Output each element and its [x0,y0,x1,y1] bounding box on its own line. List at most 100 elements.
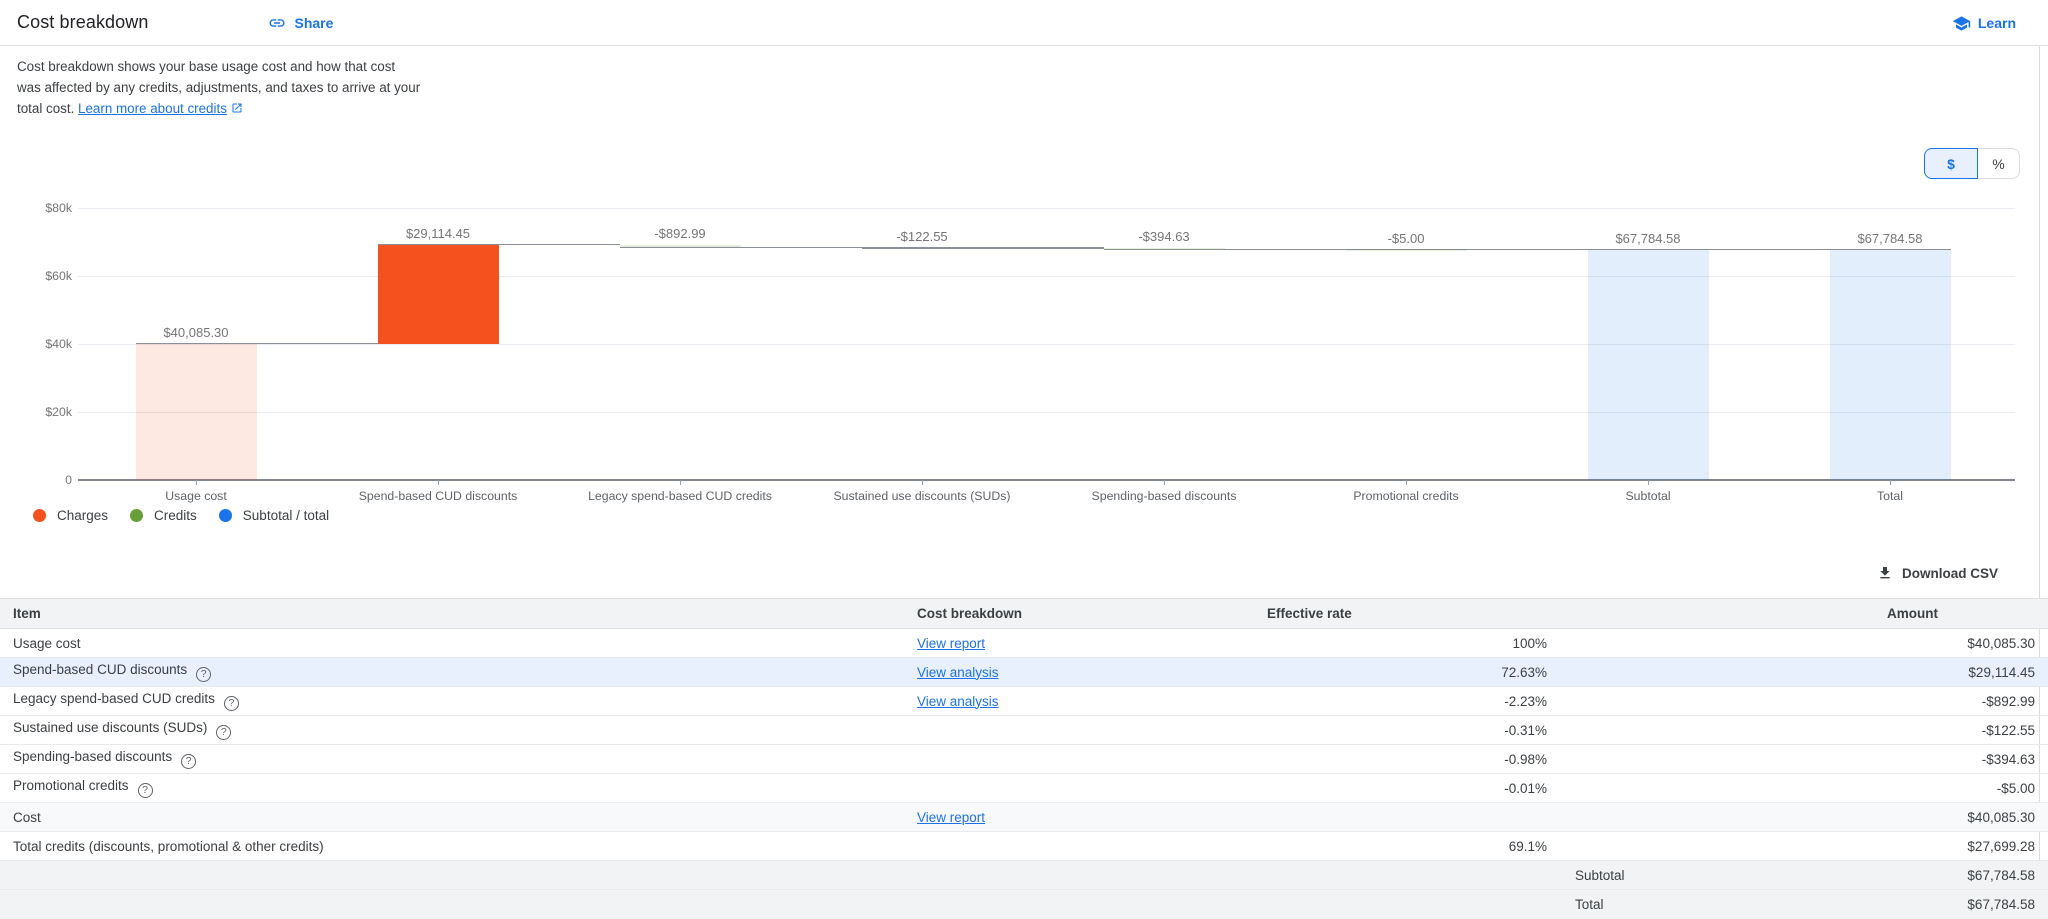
legend-label: Subtotal / total [242,508,330,523]
item-label: Legacy spend-based CUD credits [13,691,215,707]
item-label: Cost [13,809,41,825]
help-icon[interactable]: ? [196,666,212,682]
column-header-effective-rate: Effective rate [1267,598,1547,629]
view-analysis-link[interactable]: View analysis [917,664,999,680]
table-row-subtotal[interactable]: Subtotal $67,784.58 [0,860,2048,890]
item-cell: Legacy spend-based CUD credits? [0,686,917,716]
bar-legacy-spend-based-cud-credits[interactable] [619,244,741,248]
view-analysis-link[interactable]: View analysis [917,693,999,709]
table-row-cost[interactable]: Cost View report $40,085.30 [0,802,2048,832]
help-icon[interactable]: ? [137,782,153,798]
bar-spend-based-cud-discounts[interactable] [377,244,499,344]
view-report-link[interactable]: View report [917,809,986,825]
y-axis-label: $20k [45,405,72,419]
item-cell: Spending-based discounts? [0,744,917,774]
x-axis-tick [680,480,681,485]
x-axis-label: Total [1877,489,1903,503]
cost-breakdown-cell: View report [917,629,1267,658]
graduation-cap-icon [1952,14,1971,33]
table-row-legacy-spend-based-cud-credits[interactable]: Legacy spend-based CUD credits? View anal… [0,686,2048,716]
unit-toggle: $ % [1924,148,2020,179]
cost-breakdown-table: Item Cost breakdown Effective rate Amount U… [0,598,2048,919]
percent-toggle-button[interactable]: % [1978,148,2020,179]
page-header: Cost breakdown Share Learn [0,0,2048,46]
help-icon[interactable]: ? [223,695,239,711]
item-label: Sustained use discounts (SUDs) [13,720,208,736]
item-cell: Promotional credits? [0,773,917,803]
amount-cell: -$122.55 [1887,715,2048,745]
learn-label: Learn [1977,15,2016,31]
learn-button[interactable]: Learn [1952,0,2016,46]
amount-cell: $40,085.30 [1887,802,2048,832]
table-row-total-credits-discounts-promotional-other-credits[interactable]: Total credits (discounts, promotional & … [0,831,2048,861]
table-row-spend-based-cud-discounts[interactable]: Spend-based CUD discounts? View analysis 7… [0,657,2048,687]
cost-breakdown-cell [917,744,1267,774]
waterfall-connector [135,342,378,345]
share-button[interactable]: Share [268,14,333,32]
item-cell: Spend-based CUD discounts? [0,657,917,687]
effective-rate-cell [1267,889,1547,919]
effective-rate-cell [1267,860,1547,890]
cost-breakdown-cell [917,889,1267,919]
x-axis-tick [438,480,439,485]
effective-rate-cell: 69.1% [1267,831,1547,861]
item-cell: Cost [0,802,917,832]
row-total-label-cell [1547,629,1887,658]
effective-rate-cell [1267,802,1547,832]
column-header-item: Item [0,598,917,629]
effective-rate-cell: 100% [1512,635,1547,651]
row-total-label-cell [1547,657,1887,687]
gridline [78,208,2015,209]
table-row-total[interactable]: Total $67,784.58 [0,889,2048,919]
help-icon[interactable]: ? [181,753,197,769]
bar-value-label: -$394.63 [1138,229,1190,245]
table-row-sustained-use-discounts-suds[interactable]: Sustained use discounts (SUDs)? -0.31% -$1… [0,715,2048,745]
learn-more-credits-link[interactable]: Learn more about credits [78,101,227,116]
view-report-link[interactable]: View report [917,635,986,651]
y-axis-label: $80k [45,201,72,215]
bar-value-label: $67,784.58 [1615,230,1681,246]
row-total-label-cell [1547,802,1887,832]
column-header-cost-breakdown: Cost breakdown [917,598,1267,629]
amount-cell: $67,784.58 [1887,889,2048,919]
table-row-promotional-credits[interactable]: Promotional credits? -0.01% -$5.00 [0,773,2048,803]
waterfall-connector [1103,248,1346,250]
x-axis-tick [1406,480,1407,485]
table-row-spending-based-discounts[interactable]: Spending-based discounts? -0.98% -$394.63 [0,744,2048,774]
bar-value-label: $29,114.45 [405,225,471,241]
bar-value-label: -$5.00 [1387,230,1425,246]
item-cell [0,860,917,890]
waterfall-connector [1587,248,1830,251]
effective-rate-cell: -0.98% [1267,744,1547,774]
legend-dot-credits [130,509,144,522]
bar-total[interactable] [1829,249,1951,480]
bar-subtotal[interactable] [1587,249,1709,480]
cost-breakdown-cell [917,773,1267,803]
cost-breakdown-cell [917,831,1267,861]
bar-usage-cost[interactable] [135,343,257,480]
effective-rate-cell: -0.01% [1267,773,1547,803]
cost-breakdown-cell: View analysis [917,686,1267,716]
help-icon[interactable]: ? [216,724,232,740]
legend-item-charges: Charges [33,508,108,523]
legend-item-subtotal-total: Subtotal / total [218,508,330,523]
column-header-empty [1547,598,1887,629]
row-total-label-cell [1547,686,1887,716]
legend-label: Credits [154,508,197,523]
waterfall-connector [619,246,862,249]
amount-cell: -$5.00 [1887,773,2048,803]
table-row-usage-cost[interactable]: Usage cost View report 100% $40,085.30 [0,629,2048,658]
x-axis-baseline [78,479,2015,481]
x-axis-label: Promotional credits [1353,489,1459,503]
row-total-label-cell [1547,744,1887,774]
dollar-toggle-button[interactable]: $ [1924,148,1978,179]
legend-label: Charges [57,508,109,523]
cost-breakdown-cell [917,715,1267,745]
external-link-icon [231,101,243,116]
download-csv-button[interactable]: Download CSV [1877,565,1998,581]
amount-cell: $67,784.58 [1887,860,2048,890]
cost-breakdown-cell [917,860,1267,890]
column-header-amount: Amount [1887,598,2048,629]
x-axis-label: Subtotal [1625,489,1671,503]
